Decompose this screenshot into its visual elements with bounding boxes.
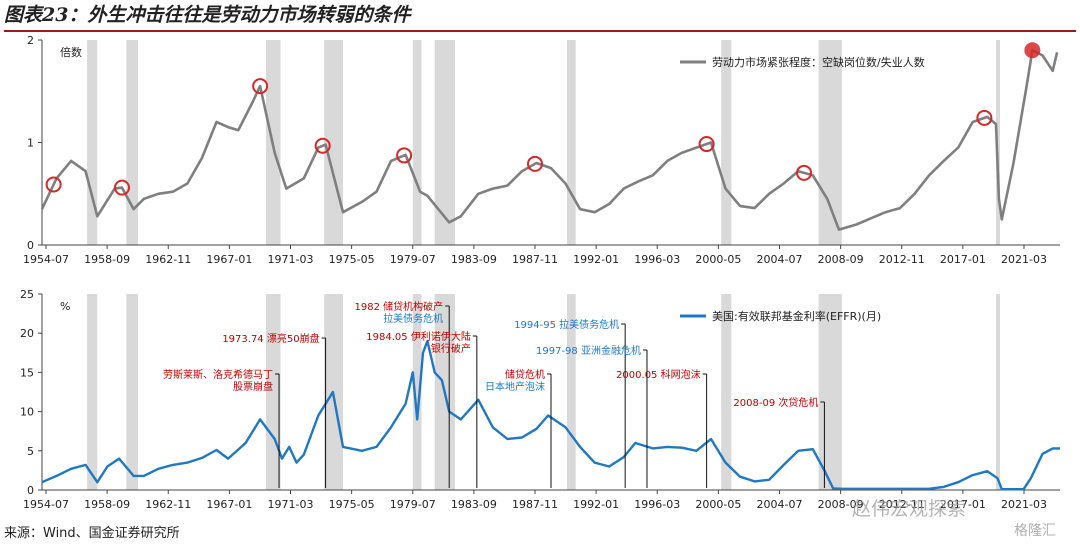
event-annotation: 拉美债务危机: [383, 312, 443, 325]
recession-band: [265, 294, 281, 490]
peak-marker-circle: [45, 176, 62, 193]
x-tick-label: 1954-07: [23, 498, 69, 511]
x-tick-label: 2008-09: [818, 498, 864, 511]
event-annotation: 1982 储贷机构破产: [355, 300, 444, 313]
y-axis-label: %: [60, 300, 70, 313]
watermark-secondary: 格隆汇: [1014, 523, 1056, 539]
event-annotation: 1984.05 伊利诺伊大陆: [366, 330, 471, 343]
y-tick-label: 15: [20, 366, 34, 379]
recession-band: [566, 40, 576, 245]
event-annotation: 劳斯莱斯、洛克希德马丁: [163, 368, 273, 381]
x-tick-label: 2008-09: [818, 253, 864, 266]
x-tick-label: 1962-11: [145, 498, 191, 511]
x-tick-label: 1967-01: [206, 498, 252, 511]
x-tick-label: 1967-01: [206, 253, 252, 266]
y-tick-label: 0: [27, 239, 34, 252]
recession-band: [412, 294, 422, 490]
x-tick-label: 1954-07: [23, 253, 69, 266]
x-tick-label: 1971-03: [268, 498, 314, 511]
recession-band: [818, 294, 842, 490]
y-tick-label: 5: [27, 445, 34, 458]
y-tick-label: 2: [27, 34, 34, 47]
series-line: [40, 48, 1059, 231]
x-tick-label: 1996-03: [634, 498, 680, 511]
y-tick-label: 20: [20, 327, 34, 340]
y-tick-label: 0: [27, 484, 34, 497]
legend-label: 劳动力市场紧张程度：空缺岗位数/失业人数: [712, 55, 925, 69]
peak-marker-circle: [252, 78, 269, 95]
x-tick-label: 1979-07: [390, 498, 436, 511]
peak-marker-circle: [314, 137, 331, 154]
y-tick-label: 25: [20, 288, 34, 301]
peak-marker-circle: [698, 136, 715, 153]
recession-band: [566, 294, 576, 490]
x-tick-label: 1987-11: [512, 253, 558, 266]
series-line: [41, 339, 1060, 491]
x-tick-label: 1992-01: [573, 498, 619, 511]
x-tick-label: 2012-11: [879, 498, 925, 511]
peak-marker-circle: [796, 164, 813, 181]
event-annotation: 2008-09 次贷危机: [733, 396, 818, 409]
recession-band: [996, 294, 1001, 490]
x-tick-label: 2012-11: [879, 253, 925, 266]
panel-1: 0 1 2 倍数 1954-07 1958-09 1962-11 1967-01 1971-03…: [23, 34, 1060, 266]
event-annotation: 日本地产泡沫: [485, 380, 545, 393]
source-note: 来源：Wind、国金证券研究所: [4, 526, 180, 541]
x-tick-label: 1983-09: [451, 498, 497, 511]
x-tick-label: 1992-01: [573, 253, 619, 266]
recession-band: [87, 40, 98, 245]
x-tick-label: 1971-03: [268, 253, 314, 266]
x-tick-label: 2017-01: [940, 498, 986, 511]
title-rule: [4, 30, 1076, 32]
x-tick-label: 1962-11: [145, 253, 191, 266]
y-tick-label: 1: [27, 137, 34, 150]
recession-band: [412, 40, 422, 245]
recession-band: [87, 294, 98, 490]
x-tick-label: 2000-05: [695, 253, 741, 266]
x-tick-label: 2017-01: [940, 253, 986, 266]
x-tick-label: 1987-11: [512, 498, 558, 511]
recession-band: [818, 40, 842, 245]
event-annotation: 储贷危机: [505, 368, 545, 381]
peak-marker-circle: [976, 109, 993, 126]
recession-band: [721, 294, 732, 490]
x-tick-label: 2021-03: [1001, 498, 1047, 511]
x-tick-label: 2021-03: [1001, 253, 1047, 266]
event-annotation: 2000.05 科网泡沫: [616, 368, 701, 381]
recession-band: [126, 40, 138, 245]
x-tick-label: 2004-07: [757, 498, 803, 511]
event-annotation: 银行破产: [431, 342, 471, 355]
recession-band: [721, 40, 732, 245]
x-tick-label: 1958-09: [84, 498, 130, 511]
x-tick-label: 1979-07: [390, 253, 436, 266]
legend-label: 美国:有效联邦基金利率(EFFR)(月): [712, 309, 881, 323]
x-tick-label: 2000-05: [695, 498, 741, 511]
y-axis-label: 倍数: [60, 45, 82, 59]
event-annotation: 1973.74 漂亮50崩盘: [222, 332, 319, 345]
peak-marker-circle: [396, 147, 413, 164]
event-annotation: 股票崩盘: [233, 380, 273, 393]
recession-band: [324, 40, 344, 245]
peak-marker-filled: [1024, 42, 1041, 59]
watermark-text: 赵伟宏观探索: [852, 498, 967, 520]
x-tick-label: 1975-05: [329, 253, 375, 266]
recession-band: [126, 294, 138, 490]
event-annotation: 1997-98 亚洲金融危机: [536, 344, 641, 357]
recession-band: [434, 40, 456, 245]
x-tick-label: 1996-03: [634, 253, 680, 266]
x-tick-label: 1983-09: [451, 253, 497, 266]
x-tick-label: 2004-07: [757, 253, 803, 266]
x-tick-label: 1958-09: [84, 253, 130, 266]
figure-title: 图表23：外生冲击往往是劳动力市场转弱的条件: [4, 4, 411, 26]
peak-marker-circle: [527, 155, 544, 172]
peak-marker-circle: [113, 179, 130, 196]
panel-2: 0 5 10 15 20 25% 1954-07 1958-09 1962-11 1967-01 1…: [20, 288, 1060, 511]
y-tick-label: 10: [20, 406, 34, 419]
event-annotation: 1994-95 拉美债务危机: [514, 318, 619, 331]
x-tick-label: 1975-05: [329, 498, 375, 511]
